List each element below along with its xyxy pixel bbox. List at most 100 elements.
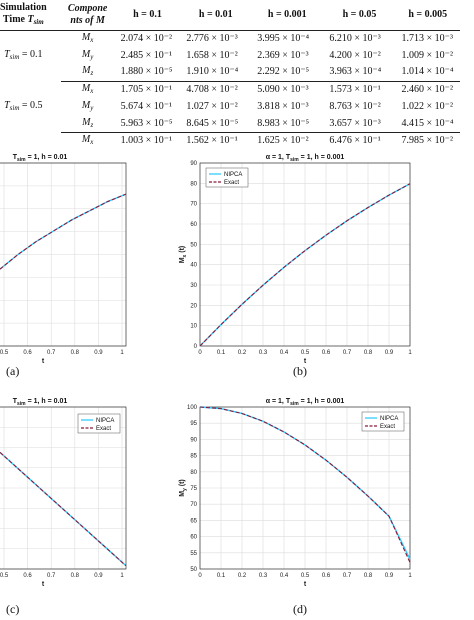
error-value-cell: 1.713 × 10⁻³	[401, 33, 453, 44]
chart-title: Tsim = 1, h = 0.01	[13, 154, 68, 163]
y-tick-label: 100	[187, 405, 198, 411]
header-h-0.01: h = 0.01	[198, 9, 233, 20]
x-tick-label: 0.3	[259, 573, 268, 579]
table-row: Tsim = 1.0Mx1.003 × 10⁻¹1.562 × 10⁻¹1.62…	[0, 133, 460, 150]
component-cell: Mx	[61, 82, 115, 99]
error-value-cell: 1.705 × 10⁻¹	[120, 84, 173, 96]
error-value-cell: 3.818 × 10⁻³	[257, 100, 309, 112]
y-axis-label: My (t)	[179, 479, 188, 497]
component-symbol: M	[81, 32, 91, 43]
x-tick-label: 0.5	[0, 350, 9, 356]
x-axis-label: t	[304, 581, 307, 588]
error-value-cell: 2.776 × 10⁻³	[186, 33, 238, 44]
legend-entry-nipca: NIPCA	[224, 172, 242, 178]
x-tick-label: 0.7	[343, 350, 352, 356]
x-tick-label: 0.4	[280, 350, 289, 356]
error-value-cell: 4.200 × 10⁻²	[329, 49, 381, 61]
error-value-cell: 1.658 × 10⁻²	[186, 49, 238, 61]
sim-time-subscript: sim	[9, 103, 20, 112]
x-tick-label: 0.8	[71, 350, 80, 356]
x-axis-label: t	[42, 581, 45, 588]
y-tick-label: 30	[190, 283, 197, 289]
x-tick-label: 0.6	[23, 573, 32, 579]
chart-title: Tsim = 1, h = 0.01	[13, 398, 68, 407]
component-cell: Mx	[61, 133, 115, 150]
component-subscript: y	[90, 52, 94, 61]
component-symbol: M	[82, 116, 91, 128]
caption-b: (b)	[293, 364, 307, 378]
component-symbol: M	[81, 48, 91, 60]
x-tick-label: 0.8	[364, 350, 373, 356]
plot-frame	[0, 162, 127, 347]
x-tick-label: 0	[198, 573, 202, 579]
x-tick-label: 1	[408, 350, 412, 356]
component-subscript: x	[90, 87, 94, 96]
legend-entry-nipca: NIPCA	[380, 416, 398, 422]
error-value-cell: 5.963 × 10⁻⁵	[114, 115, 181, 134]
header-nts-of: nts of	[70, 15, 94, 26]
x-tick-label: 0.9	[94, 573, 103, 579]
x-tick-label: 0.7	[343, 573, 352, 579]
y-tick-label: 60	[190, 222, 197, 228]
y-tick-label: 70	[190, 202, 197, 208]
x-tick-label: 1	[120, 350, 124, 356]
x-tick-label: 0.9	[94, 350, 103, 356]
error-value-cell: 5.090 × 10⁻³	[257, 84, 309, 96]
x-tick-label: 0.9	[385, 573, 394, 579]
y-tick-label: 20	[190, 303, 197, 309]
error-value-cell: 1.625 × 10⁻²	[257, 135, 309, 147]
series-line-exact	[199, 406, 411, 563]
chart-panel-c: 0.5 0.6 0.7 0.8 0.9 1 t Tsim = 1, h = 0.01 NIPCA…	[0, 393, 237, 593]
x-tick-label: 0.2	[238, 350, 247, 356]
table-row: Mz 1.880 × 10⁻⁵ 1.910 × 10⁻⁴ 2.292 × 10⁻⁵ 3.…	[0, 64, 460, 83]
y-tick-label: 10	[190, 324, 197, 330]
y-tick-label: 90	[190, 437, 197, 443]
component-cell: My	[61, 48, 115, 65]
y-tick-label: 60	[190, 535, 197, 541]
component-cell: Mx	[61, 31, 115, 48]
y-tick-label: 50	[190, 567, 197, 573]
series-line-exact	[0, 451, 127, 567]
y-tick-label: 40	[190, 263, 197, 269]
header-simulation-line2: Time Tsim	[2, 14, 44, 26]
chart-b-svg: 0 0.1 0.2 0.3 0.4 0.5 0.6 0.7 0.8 0.9 101020304050…	[179, 154, 412, 365]
x-tick-label: 0.1	[217, 573, 226, 579]
table-row: Tsim = 0.1 Mx 2.074 × 10⁻² 2.776 × 10⁻³ 3.99…	[0, 31, 460, 61]
x-tick-label: 1	[408, 573, 412, 579]
component-subscript: x	[90, 36, 94, 44]
x-tick-label: 0.5	[301, 573, 310, 579]
error-value-cell: 1.014 × 10⁻⁴	[395, 64, 460, 83]
plot-frame	[199, 406, 411, 570]
error-value-cell: 1.562 × 10⁻¹	[186, 135, 238, 147]
y-tick-label: 65	[190, 518, 197, 524]
component-cell: My	[61, 99, 115, 116]
header-h-0.1: h = 0.1	[133, 9, 162, 20]
sim-time-cell: Tsim = 0.1	[0, 31, 61, 82]
header-time-word: Time	[2, 14, 25, 25]
x-tick-label: 0.8	[71, 573, 80, 579]
x-tick-label: 0.9	[385, 350, 394, 356]
x-tick-label: 0.5	[0, 573, 9, 579]
chart-a-svg: 0.5 0.6 0.7 0.8 0.9 1 t Tsim = 1, h = 0.01	[0, 154, 127, 365]
header-simulation-line1: Simulation	[0, 2, 47, 13]
y-axis-label: Mx (t)	[179, 246, 188, 264]
error-value-cell: 2.460 × 10⁻²	[401, 84, 453, 96]
plot-frame	[0, 406, 127, 570]
sim-time-subscript: sim	[9, 52, 20, 61]
x-tick-label: 0.3	[259, 350, 268, 356]
y-tick-label: 50	[190, 242, 197, 248]
sim-time-symbol: T	[4, 99, 10, 111]
error-value-cell: 7.985 × 10⁻²	[401, 135, 453, 147]
error-value-cell: 8.645 × 10⁻⁵	[180, 115, 252, 134]
caption-d: (d)	[293, 602, 307, 616]
error-value-cell: 1.880 × 10⁻⁵	[114, 64, 181, 83]
results-table: Simulation Time Tsim Compone nts of M h …	[0, 0, 460, 150]
sim-time-symbol: T	[4, 48, 10, 60]
error-value-cell: 1.022 × 10⁻²	[401, 100, 453, 112]
component-cell: Mz	[60, 115, 115, 134]
sim-time-cell: Tsim = 0.5	[0, 82, 61, 133]
error-value-cell: 8.763 × 10⁻²	[329, 100, 381, 112]
x-tick-label: 0.4	[280, 573, 289, 579]
header-components-line1: Compone	[67, 3, 108, 14]
error-value-cell: 2.485 × 10⁻¹	[120, 49, 173, 61]
